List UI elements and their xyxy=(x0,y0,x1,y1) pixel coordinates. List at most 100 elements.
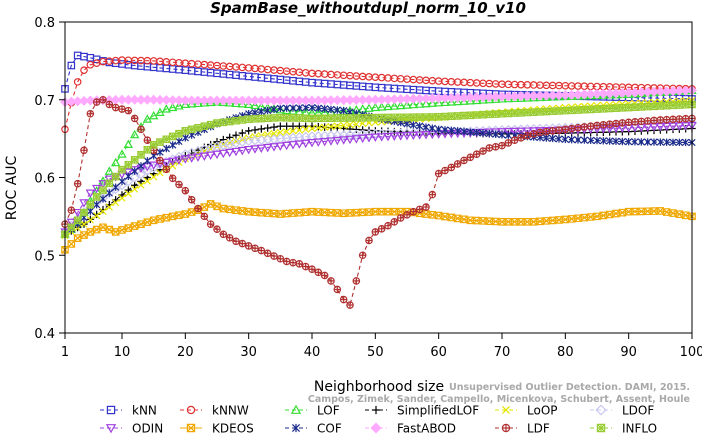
data-point xyxy=(376,133,387,142)
data-point xyxy=(656,138,664,146)
data-point xyxy=(644,138,652,146)
data-point xyxy=(91,184,102,194)
data-point xyxy=(123,168,134,177)
legend-item-loop: LoOP xyxy=(495,404,558,418)
data-point xyxy=(99,223,107,232)
x-axis-label: Neighborhood size xyxy=(314,379,444,395)
legend-label: FastABOD xyxy=(397,422,456,434)
data-point xyxy=(143,136,152,144)
data-point xyxy=(340,106,348,115)
data-point xyxy=(232,137,240,145)
data-point xyxy=(111,228,120,236)
data-point xyxy=(662,115,671,124)
data-point xyxy=(161,158,172,168)
data-point xyxy=(270,123,278,131)
data-point xyxy=(155,107,165,116)
data-point xyxy=(79,199,89,208)
data-point xyxy=(522,127,533,136)
data-point xyxy=(485,129,493,138)
data-point xyxy=(479,110,487,119)
data-point xyxy=(612,104,620,112)
data-point xyxy=(162,135,171,144)
data-point xyxy=(668,122,678,132)
data-point xyxy=(124,186,133,194)
x-tick-label: 50 xyxy=(367,345,384,360)
data-point xyxy=(332,136,343,146)
data-point xyxy=(142,114,153,123)
data-point xyxy=(523,108,532,117)
data-point xyxy=(561,135,569,144)
data-point xyxy=(270,129,278,138)
data-point xyxy=(656,116,665,124)
data-point xyxy=(662,101,671,110)
data-point xyxy=(148,110,159,120)
data-point xyxy=(289,114,297,122)
data-point xyxy=(80,208,88,217)
data-point xyxy=(409,121,417,129)
credit-line-2: Campos, Zimek, Sander, Campello, Micenko… xyxy=(308,394,690,405)
data-point xyxy=(130,114,139,123)
data-point xyxy=(452,96,463,106)
data-point xyxy=(67,206,76,214)
data-point xyxy=(86,216,94,224)
data-point xyxy=(67,61,76,70)
data-point xyxy=(504,131,512,139)
series-ldf xyxy=(61,96,696,309)
data-point xyxy=(67,223,76,232)
data-point xyxy=(225,117,234,126)
data-point xyxy=(501,405,511,415)
data-point xyxy=(466,111,475,120)
data-point xyxy=(313,138,324,147)
data-point xyxy=(161,95,172,106)
data-point xyxy=(625,138,633,146)
data-point xyxy=(447,112,456,121)
data-point xyxy=(416,122,424,130)
y-tick-label: 0.8 xyxy=(34,16,55,31)
legend-item-simplifiedlof: SimplifiedLOF xyxy=(365,404,479,418)
legend-label: LDOF xyxy=(622,404,654,418)
data-point xyxy=(264,106,272,115)
data-point xyxy=(460,156,468,165)
data-point xyxy=(509,127,520,137)
data-point xyxy=(219,135,228,144)
data-point xyxy=(257,246,266,255)
series-layer xyxy=(59,51,698,309)
data-point xyxy=(320,114,329,123)
data-point xyxy=(440,97,450,107)
data-point xyxy=(105,100,114,109)
data-point xyxy=(156,138,164,146)
data-point xyxy=(199,152,210,161)
y-tick-label: 0.7 xyxy=(34,94,55,109)
y-axis-label: ROC AUC xyxy=(4,155,20,220)
data-point xyxy=(529,130,538,138)
data-point xyxy=(459,96,469,105)
data-point xyxy=(479,147,487,155)
data-point xyxy=(371,405,381,415)
data-point xyxy=(118,226,126,234)
data-point xyxy=(194,204,202,213)
data-point xyxy=(403,113,411,122)
data-point xyxy=(295,122,304,130)
y-axis-label-group: ROC AUC xyxy=(4,155,20,220)
data-point xyxy=(395,100,406,110)
data-point xyxy=(162,213,171,222)
legend-label: LoOP xyxy=(527,404,558,418)
data-point xyxy=(213,202,221,211)
data-point xyxy=(282,257,291,266)
data-point xyxy=(390,113,399,122)
data-point xyxy=(194,123,202,132)
data-point xyxy=(237,146,248,156)
data-point xyxy=(327,277,335,285)
data-point xyxy=(124,190,132,198)
data-point xyxy=(447,163,456,172)
data-point xyxy=(408,131,419,141)
data-point xyxy=(275,142,286,151)
data-point xyxy=(333,114,342,122)
data-point xyxy=(422,203,430,211)
data-point xyxy=(85,189,96,198)
data-point xyxy=(173,95,185,106)
data-point xyxy=(403,211,411,219)
data-point xyxy=(288,141,298,150)
data-point xyxy=(498,141,506,150)
data-point xyxy=(561,125,570,134)
